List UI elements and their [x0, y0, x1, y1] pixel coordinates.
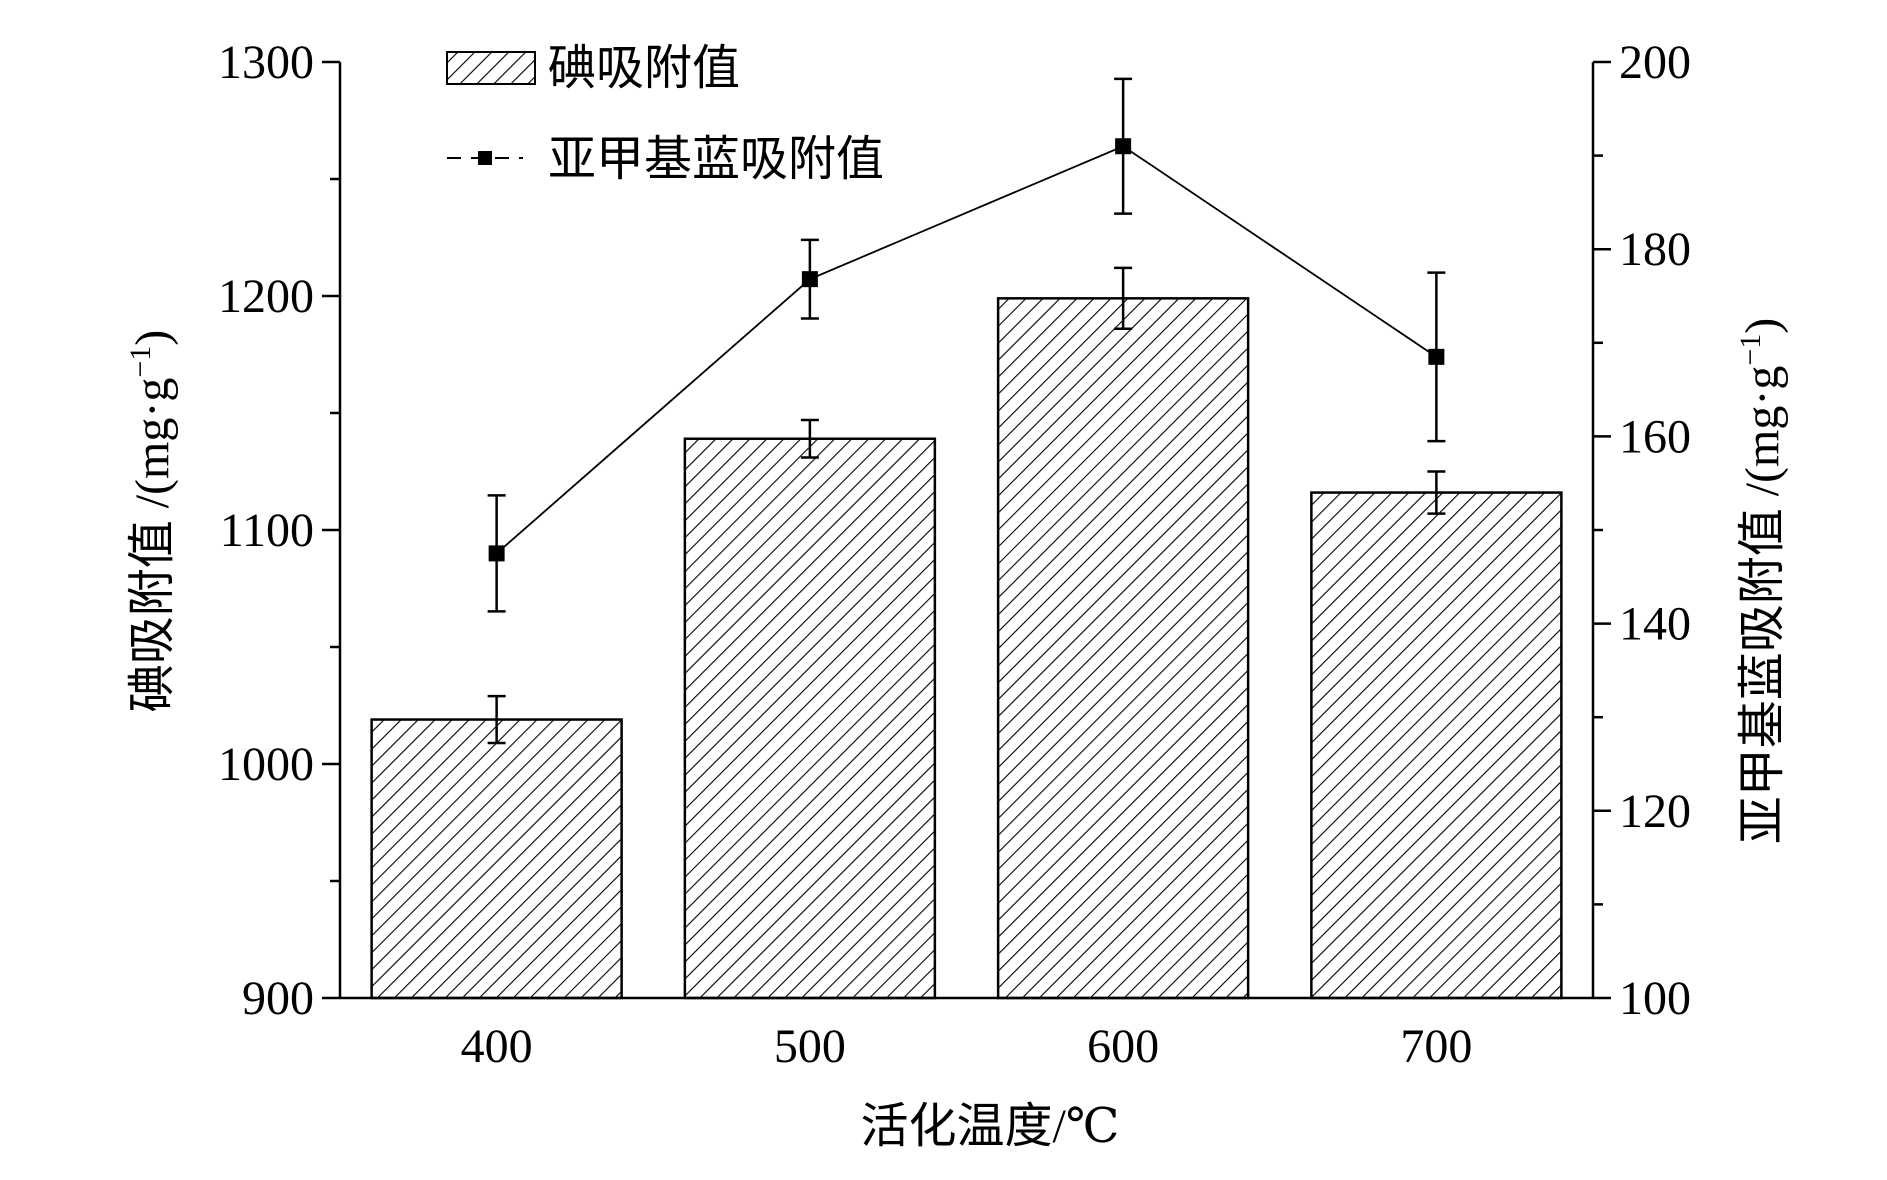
line-point-700 [1428, 348, 1445, 365]
right-y-axis-title: 亚甲基蓝吸附值 /(mg·g−1) [1734, 318, 1789, 845]
line-point-500 [801, 271, 818, 288]
left-y-tick-label: 900 [242, 972, 314, 1025]
bar-700 [1310, 491, 1563, 1000]
x-tick-label-700: 700 [1400, 1020, 1472, 1073]
left-y-tick-label: 1000 [218, 738, 314, 791]
x-tick-label-600: 600 [1087, 1020, 1159, 1073]
line-series-path [496, 145, 1437, 555]
left-y-axis-title-main: 碘吸附值 /(mg·g [126, 378, 179, 713]
left-y-tick-label: 1100 [220, 504, 314, 557]
right-y-axis-title-end: ) [1736, 318, 1789, 334]
right-y-tick-label: 200 [1619, 36, 1691, 89]
left-y-axis-title-sup: −1 [124, 346, 157, 378]
left-y-tick-label: 1300 [218, 36, 314, 89]
bar-600 [996, 297, 1250, 1000]
line-layer [487, 77, 1446, 613]
legend-bar-swatch [446, 51, 536, 85]
right-y-tick-label: 180 [1619, 223, 1691, 276]
x-axis-title: 活化温度/℃ [860, 1100, 1119, 1153]
bars-layer [370, 266, 1563, 1000]
legend: 碘吸附值 亚甲基蓝吸附值 [446, 42, 884, 186]
left-y-axis-title: 碘吸附值 /(mg·g−1) [124, 330, 179, 713]
legend-bar-label: 碘吸附值 [548, 42, 740, 95]
line-point-400 [488, 545, 505, 562]
bar-500 [683, 437, 937, 1000]
ticks-layer: 900 1000 1100 1200 1300 100 120 140 160 180 200 400… [218, 36, 1691, 1073]
x-tick-label-500: 500 [774, 1020, 846, 1073]
legend-line-label: 亚甲基蓝吸附值 [548, 133, 884, 186]
right-y-tick-label: 120 [1619, 785, 1691, 838]
left-y-tick-label: 1200 [218, 270, 314, 323]
x-tick-label-400: 400 [461, 1020, 533, 1073]
right-y-axis-title-main: 亚甲基蓝吸附值 /(mg·g [1736, 366, 1789, 845]
right-y-axis-title-sup: −1 [1734, 334, 1767, 366]
bar-400 [370, 718, 623, 1000]
right-y-tick-label: 100 [1619, 972, 1691, 1025]
left-y-axis-title-end: ) [126, 330, 179, 346]
right-y-tick-label: 140 [1619, 598, 1691, 651]
right-y-tick-label: 160 [1619, 410, 1691, 463]
line-point-600 [1115, 138, 1132, 155]
legend-line-marker [478, 151, 492, 165]
